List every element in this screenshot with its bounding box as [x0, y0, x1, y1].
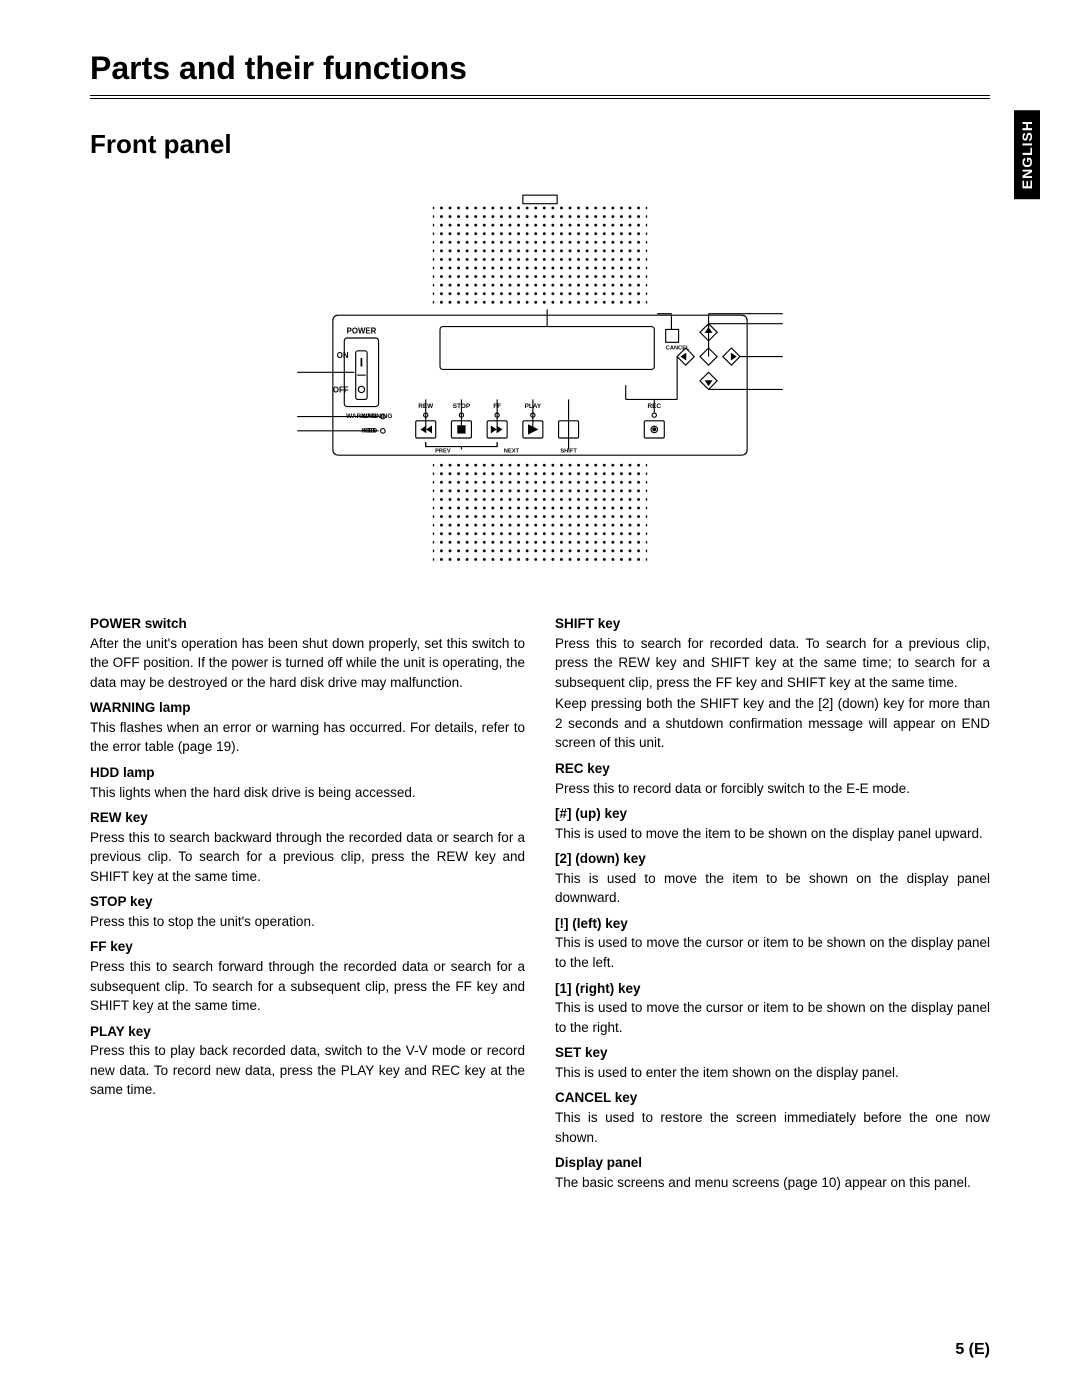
item-body: This is used to move the cursor or item … — [555, 933, 990, 972]
item-body: After the unit's operation has been shut… — [90, 634, 525, 693]
svg-text:WARNING: WARNING — [346, 413, 377, 420]
item-title: [2] (down) key — [555, 849, 990, 869]
label-off: OFF — [333, 385, 349, 394]
item-title: REC key — [555, 759, 990, 779]
label-rec: REC — [648, 403, 662, 410]
label-power: POWER — [347, 327, 377, 336]
svg-text:HDD: HDD — [363, 427, 377, 434]
item-title: CANCEL key — [555, 1088, 990, 1108]
label-play: PLAY — [525, 403, 542, 410]
item-body: Press this to record data or forcibly sw… — [555, 779, 990, 799]
item-title: PLAY key — [90, 1022, 525, 1042]
item-body: Press this to stop the unit's operation. — [90, 912, 525, 932]
item-body: Press this to search forward through the… — [90, 957, 525, 1016]
left-column: POWER switchAfter the unit's operation h… — [90, 608, 525, 1194]
item-body: Keep pressing both the SHIFT key and the… — [555, 694, 990, 753]
item-body: This is used to move the item to be show… — [555, 824, 990, 844]
item-title: [1] (right) key — [555, 979, 990, 999]
item-body: This is used to move the cursor or item … — [555, 998, 990, 1037]
right-column: SHIFT keyPress this to search for record… — [555, 608, 990, 1194]
item-body: Press this to search backward through th… — [90, 828, 525, 887]
label-cancel: CANCEL — [666, 345, 690, 351]
item-body: The basic screens and menu screens (page… — [555, 1173, 990, 1193]
item-body: Press this to play back recorded data, s… — [90, 1041, 525, 1100]
item-body: This is used to enter the item shown on … — [555, 1063, 990, 1083]
item-body: This is used to move the item to be show… — [555, 869, 990, 908]
label-on: ON — [337, 351, 349, 360]
item-body: This flashes when an error or warning ha… — [90, 718, 525, 757]
item-title: [!] (left) key — [555, 914, 990, 934]
item-title: [#] (up) key — [555, 804, 990, 824]
item-body: This lights when the hard disk drive is … — [90, 783, 525, 803]
page-number: 5 (E) — [955, 1341, 990, 1359]
item-title: WARNING lamp — [90, 698, 525, 718]
item-body: Press this to search for recorded data. … — [555, 634, 990, 693]
label-stop: STOP — [453, 403, 471, 410]
item-title: Display panel — [555, 1153, 990, 1173]
section-subtitle: Front panel — [90, 129, 990, 160]
label-shift: SHIFT — [560, 448, 577, 454]
label-prev: PREV — [435, 448, 451, 454]
title-rule — [90, 95, 990, 99]
label-next: NEXT — [504, 448, 520, 454]
front-panel-diagram: POWER ON OFF WARNING HDD REW STOP FF PLA… — [90, 178, 990, 578]
item-body: This is used to restore the screen immed… — [555, 1108, 990, 1147]
language-tab: ENGLISH — [1014, 110, 1040, 199]
page-title: Parts and their functions — [90, 50, 990, 87]
item-title: STOP key — [90, 892, 525, 912]
item-title: HDD lamp — [90, 763, 525, 783]
label-rew: REW — [418, 403, 434, 410]
item-title: POWER switch — [90, 614, 525, 634]
item-title: REW key — [90, 808, 525, 828]
item-title: SHIFT key — [555, 614, 990, 634]
item-title: FF key — [90, 937, 525, 957]
item-title: SET key — [555, 1043, 990, 1063]
label-ff: FF — [493, 403, 501, 410]
description-columns: POWER switchAfter the unit's operation h… — [90, 608, 990, 1194]
